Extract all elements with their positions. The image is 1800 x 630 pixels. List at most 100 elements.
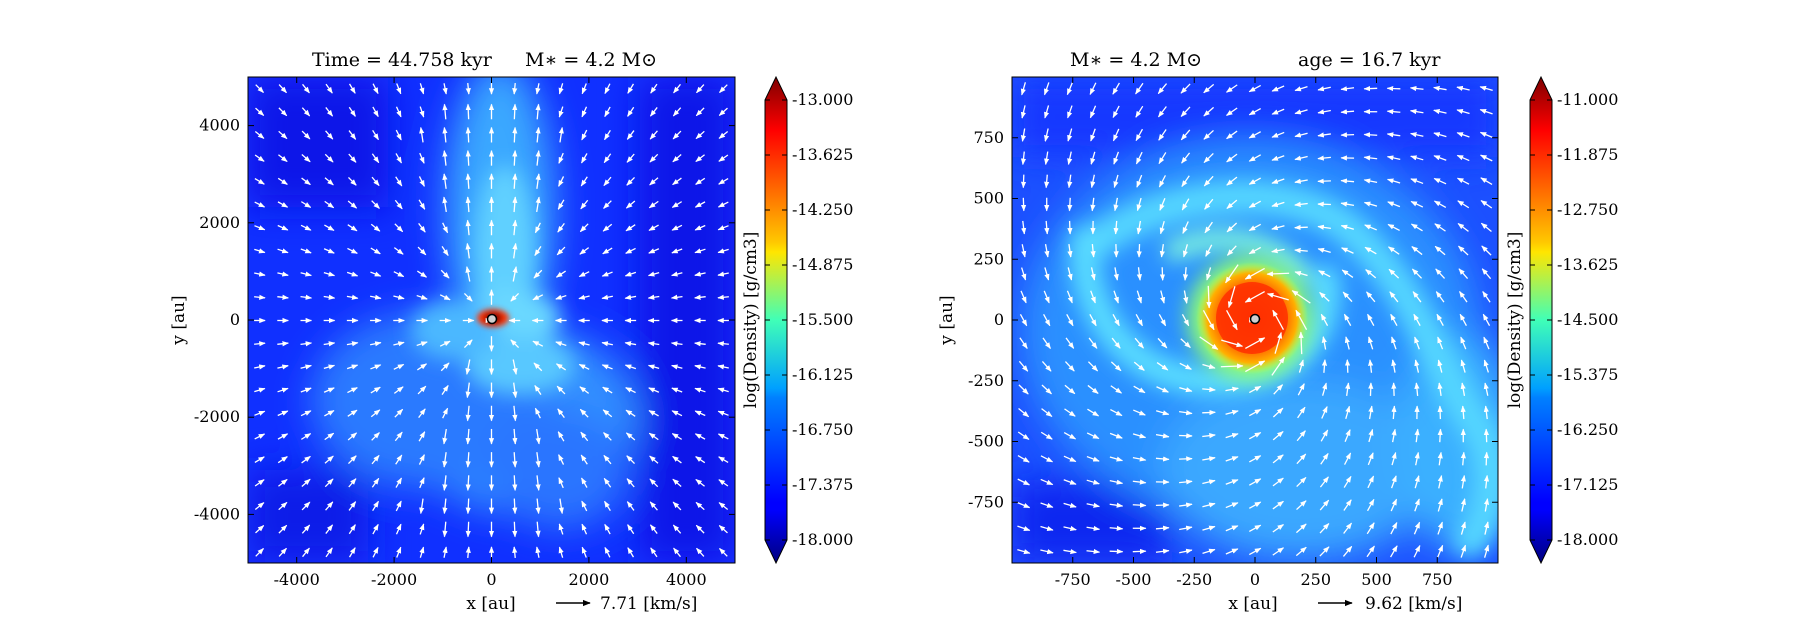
undefined-vector xyxy=(419,523,425,535)
undefined-vector xyxy=(1226,199,1238,209)
undefined-vector xyxy=(512,173,518,189)
left-title-left: Time = 44.758 kyr xyxy=(312,49,493,71)
undefined-vector xyxy=(1367,452,1374,466)
undefined-vector xyxy=(717,201,729,208)
undefined-vector xyxy=(394,223,404,233)
undefined-vector xyxy=(323,294,336,300)
undefined-vector xyxy=(1179,362,1192,370)
undefined-vector xyxy=(254,271,266,277)
undefined-vector xyxy=(1459,291,1468,303)
undefined-vector xyxy=(1043,82,1050,96)
undefined-vector xyxy=(395,500,402,512)
left-colorbar-tick-label: -13.625 xyxy=(792,145,853,164)
undefined-vector xyxy=(1434,245,1446,256)
undefined-vector xyxy=(1248,246,1262,255)
undefined-vector xyxy=(1414,336,1420,350)
undefined-vector xyxy=(1341,269,1354,278)
undefined-vector xyxy=(442,150,448,166)
undefined-vector xyxy=(301,478,311,487)
undefined-vector xyxy=(324,153,334,163)
undefined-vector xyxy=(1341,247,1354,254)
undefined-vector xyxy=(442,126,448,143)
undefined-vector xyxy=(1225,502,1239,509)
undefined-vector xyxy=(1321,336,1327,350)
undefined-vector xyxy=(324,432,335,441)
undefined-vector xyxy=(1294,109,1308,115)
undefined-vector xyxy=(255,84,264,93)
undefined-vector xyxy=(1414,498,1420,512)
undefined-vector xyxy=(532,340,544,347)
undefined-vector xyxy=(578,271,590,278)
undefined-vector xyxy=(1272,500,1284,510)
right-ytick-label: -250 xyxy=(968,371,1004,390)
undefined-vector xyxy=(254,456,265,464)
undefined-vector xyxy=(1202,363,1216,369)
undefined-vector xyxy=(1248,108,1262,116)
undefined-vector xyxy=(718,131,729,139)
undefined-vector xyxy=(1294,271,1308,277)
undefined-vector xyxy=(1294,224,1308,231)
undefined-vector xyxy=(370,223,381,232)
undefined-vector xyxy=(510,292,520,302)
undefined-vector xyxy=(325,83,333,94)
undefined-vector xyxy=(601,271,613,277)
undefined-vector xyxy=(580,454,588,465)
undefined-vector xyxy=(580,199,589,210)
undefined-vector xyxy=(558,106,564,118)
undefined-vector xyxy=(1291,290,1311,304)
undefined-vector xyxy=(1020,128,1027,142)
undefined-vector xyxy=(558,454,565,465)
right-xtick-label: -750 xyxy=(1055,570,1091,589)
undefined-vector xyxy=(626,153,635,163)
undefined-vector xyxy=(1202,525,1216,531)
undefined-vector xyxy=(1271,155,1285,161)
undefined-vector xyxy=(1343,499,1352,511)
undefined-vector xyxy=(1020,105,1026,119)
undefined-vector xyxy=(1317,224,1331,230)
undefined-vector xyxy=(649,478,659,488)
undefined-vector xyxy=(1294,132,1308,138)
undefined-vector xyxy=(1109,456,1124,462)
undefined-vector xyxy=(695,456,706,464)
undefined-vector xyxy=(1113,220,1119,235)
undefined-vector xyxy=(277,248,289,254)
undefined-vector xyxy=(602,409,613,418)
undefined-vector xyxy=(1156,362,1169,371)
undefined-vector xyxy=(1226,176,1238,186)
right-colorbar-tick-label: -15.375 xyxy=(1557,365,1618,384)
undefined-vector xyxy=(1266,271,1290,277)
undefined-vector xyxy=(626,455,635,464)
right-ytick-label: 250 xyxy=(973,249,1004,268)
undefined-vector xyxy=(671,248,683,254)
undefined-vector xyxy=(465,173,471,189)
undefined-vector xyxy=(581,129,588,141)
right-colorbar-tick-label: -17.125 xyxy=(1557,475,1618,494)
undefined-vector xyxy=(1155,525,1170,531)
undefined-vector xyxy=(1226,130,1238,140)
undefined-vector xyxy=(672,524,682,534)
left-star-marker xyxy=(486,313,498,325)
undefined-vector xyxy=(717,294,729,300)
undefined-vector xyxy=(534,245,542,257)
undefined-vector xyxy=(347,200,358,209)
undefined-vector xyxy=(1271,225,1285,231)
undefined-vector xyxy=(1180,338,1191,349)
undefined-vector xyxy=(1159,198,1166,211)
undefined-vector xyxy=(624,364,637,370)
undefined-vector xyxy=(1412,291,1422,303)
undefined-vector xyxy=(648,409,659,417)
undefined-vector xyxy=(442,428,448,445)
undefined-vector xyxy=(1456,154,1470,162)
undefined-vector xyxy=(395,523,402,535)
undefined-vector xyxy=(579,408,589,418)
undefined-vector xyxy=(1226,153,1238,163)
undefined-vector xyxy=(1410,223,1423,232)
undefined-vector xyxy=(533,362,543,372)
undefined-vector xyxy=(418,431,426,442)
undefined-vector xyxy=(555,341,567,347)
undefined-vector xyxy=(672,154,682,163)
undefined-vector xyxy=(277,433,289,440)
undefined-vector xyxy=(1248,524,1262,532)
right-colorbar: -11.000 -11.875 -12.750 -13.625 -14.500 -15.3… xyxy=(1505,75,1618,565)
undefined-vector xyxy=(581,546,587,558)
